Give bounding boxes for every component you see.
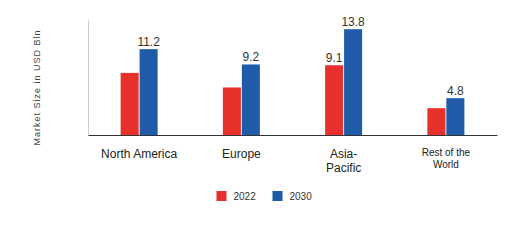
legend-swatch: [273, 191, 283, 201]
x-axis: North America Europe Asia-Pacific Rest of t…: [89, 135, 498, 175]
legend-label: 2022: [234, 191, 257, 202]
bar: [344, 29, 362, 135]
x-axis-line: [89, 135, 498, 136]
bar: [427, 108, 445, 135]
data-label: 9.2: [243, 50, 260, 64]
legend-swatch: [217, 191, 227, 201]
legend-label: 2030: [290, 191, 313, 202]
x-tick: North America: [101, 135, 177, 161]
bar: [121, 73, 139, 135]
data-label: 13.8: [341, 15, 365, 29]
series-0: [121, 65, 446, 135]
x-tick: Asia-Pacific: [326, 135, 361, 175]
legend-item: 2022: [217, 191, 257, 202]
bars: [121, 29, 465, 135]
x-tick-label: North America: [101, 147, 177, 161]
bar: [325, 65, 343, 135]
bar: [223, 87, 241, 135]
chart-container: North America Europe Asia-Pacific Rest of t…: [0, 0, 529, 227]
x-tick: Europe: [222, 135, 261, 161]
legend-item: 2030: [273, 191, 313, 202]
data-label: 11.2: [137, 35, 160, 49]
series-1: [140, 29, 465, 135]
chart-svg: North America Europe Asia-Pacific Rest of t…: [0, 0, 529, 227]
legend: 2022 2030: [217, 191, 313, 202]
data-labels: 9.1 11.2 9.2 13.8 4.8: [137, 15, 464, 98]
y-axis-title: Market Size in USD Bln: [32, 29, 42, 145]
data-label: 9.1: [326, 51, 343, 65]
x-tick-label: Rest of theWorld: [422, 147, 471, 170]
x-tick: Rest of theWorld: [422, 135, 471, 170]
bar: [242, 64, 260, 135]
y-axis: [88, 21, 89, 136]
y-axis-line: [88, 21, 89, 136]
data-label: 4.8: [447, 84, 464, 98]
x-tick-label: Europe: [222, 147, 261, 161]
x-tick-label: Asia-Pacific: [326, 147, 361, 175]
bar: [446, 98, 464, 135]
bar: [140, 49, 158, 135]
plot-area: North America Europe Asia-Pacific Rest of t…: [89, 15, 498, 174]
